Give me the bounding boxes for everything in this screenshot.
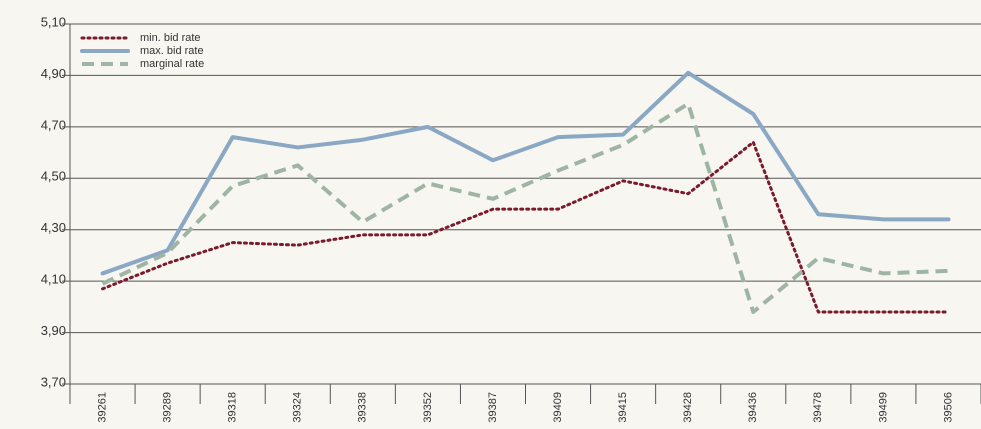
x-tick-label: 39352 — [422, 392, 434, 423]
x-tick-label: 39387 — [487, 392, 499, 423]
y-tick-label: 4,10 — [41, 272, 66, 287]
y-tick-label: 3,90 — [41, 323, 66, 338]
y-tick-label: 3,70 — [41, 374, 66, 389]
x-tick-label: 39506 — [942, 392, 954, 423]
y-tick-label: 5,10 — [41, 14, 66, 29]
legend-label: min. bid rate — [140, 32, 201, 44]
x-tick-label: 39261 — [96, 392, 108, 423]
legend-label: marginal rate — [140, 58, 204, 70]
legend-label: max. bid rate — [140, 45, 204, 57]
x-tick-label: 39338 — [357, 392, 369, 423]
x-tick-label: 39289 — [162, 392, 174, 423]
x-tick-label: 39478 — [812, 392, 824, 423]
y-tick-label: 4,30 — [41, 220, 66, 235]
x-tick-label: 39409 — [552, 392, 564, 423]
series-line — [101, 101, 949, 314]
series-line — [101, 140, 950, 314]
x-tick-label: 39318 — [227, 392, 239, 423]
x-tick-label: 39499 — [877, 392, 889, 423]
y-tick-label: 4,50 — [41, 169, 66, 184]
x-tick-label: 39436 — [747, 392, 759, 423]
y-tick-label: 4,70 — [41, 117, 66, 132]
x-tick-label: 39428 — [682, 392, 694, 423]
y-tick-label: 4,90 — [41, 66, 66, 81]
x-tick-label: 39324 — [292, 392, 304, 423]
series-line — [100, 70, 951, 276]
x-tick-label: 39415 — [617, 392, 629, 423]
